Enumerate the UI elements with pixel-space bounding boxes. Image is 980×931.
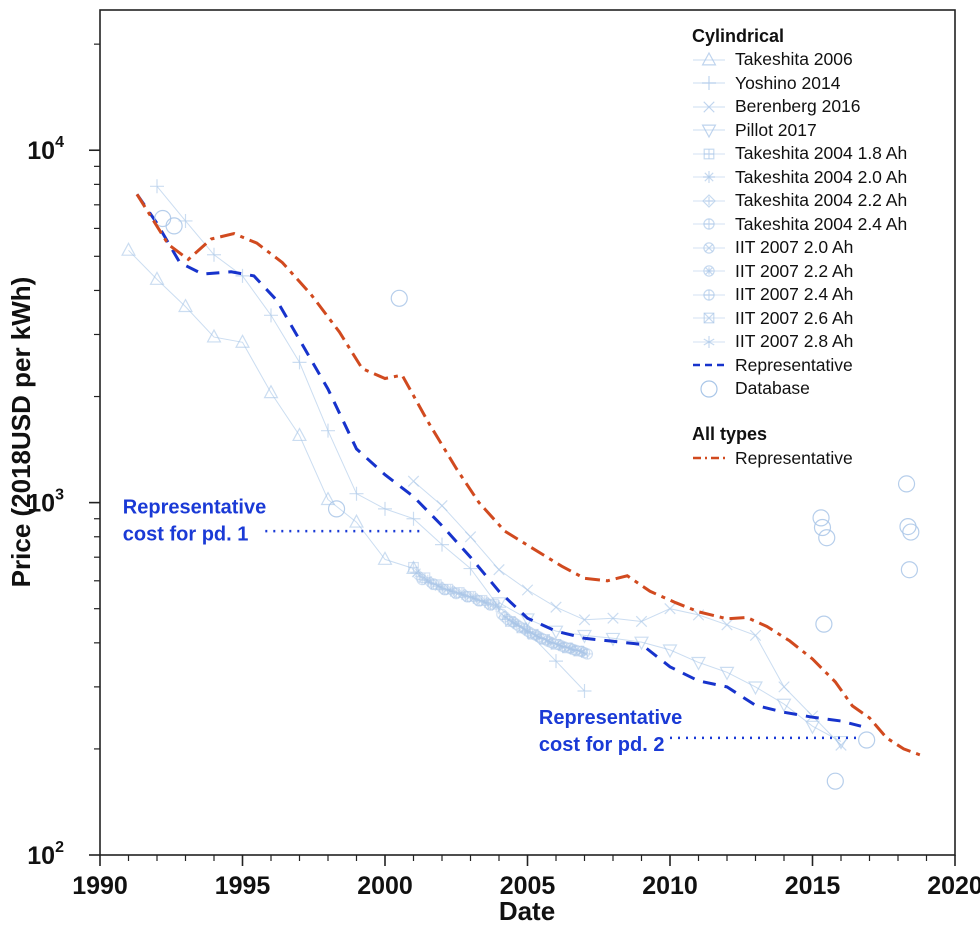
legend-item-pillot-2017: Pillot 2017 xyxy=(692,119,962,143)
legend-item-takeshita-2004-2-0-ah: Takeshita 2004 2.0 Ah xyxy=(692,166,962,190)
legend-item-label: Representative xyxy=(735,354,853,375)
y-tick-label: 103 xyxy=(27,487,64,518)
legend-item-label: IIT 2007 2.2 Ah xyxy=(735,260,854,281)
legend-marker-circle-icon xyxy=(700,380,718,398)
series-takeshita-2006 xyxy=(121,242,421,575)
legend-marker-square-plus-icon xyxy=(693,148,725,160)
plot-area: 1990 1995 2000 2005 2010 2015 2020 102 103 104 Rep… xyxy=(27,9,980,900)
series-representative-all-types xyxy=(135,193,922,757)
x-tick-label: 1990 xyxy=(72,872,128,900)
legend-item-label: Representative xyxy=(735,447,853,468)
legend-item-takeshita-2004-1-8-ah: Takeshita 2004 1.8 Ah xyxy=(692,142,962,166)
legend-marker-circle-x-icon xyxy=(693,242,725,254)
legend-marker-star6-icon xyxy=(693,335,725,348)
y-axis: 102 103 104 xyxy=(27,43,100,870)
annotation-text-2-line-1: Representative xyxy=(539,707,682,729)
y-tick-label: 104 xyxy=(27,134,64,165)
legend-item-iit-2007-2-2-ah: IIT 2007 2.2 Ah xyxy=(692,260,962,284)
legend-item-representative-all-types: Representative xyxy=(692,447,962,471)
series-yoshino-2014 xyxy=(150,179,592,699)
x-tick-label: 2010 xyxy=(642,872,698,900)
series-berenberg-2016 xyxy=(407,475,847,751)
legend-marker-triangle-down-icon xyxy=(693,124,725,139)
legend-item-label: IIT 2007 2.0 Ah xyxy=(735,237,854,258)
x-tick-label: 2000 xyxy=(357,872,413,900)
x-tick-label: 2005 xyxy=(500,872,556,900)
legend-item-takeshita-2004-2-4-ah: Takeshita 2004 2.4 Ah xyxy=(692,213,962,237)
legend-marker-dashed-icon xyxy=(693,363,725,367)
legend-item-label: IIT 2007 2.6 Ah xyxy=(735,307,854,328)
legend-marker-triangle-up-icon xyxy=(693,51,725,66)
legend-marker-circle-plus-icon xyxy=(693,218,725,230)
legend-item-iit-2007-2-6-ah: IIT 2007 2.6 Ah xyxy=(692,307,962,331)
legend-item-database: Database xyxy=(692,377,962,401)
legend-item-label: Pillot 2017 xyxy=(735,119,817,140)
legend-marker-x-icon xyxy=(693,101,725,113)
legend-item-label: IIT 2007 2.8 Ah xyxy=(735,331,854,352)
legend-item-label: IIT 2007 2.4 Ah xyxy=(735,284,854,305)
annotation-text-1-line-2: cost for pd. 1 xyxy=(123,524,249,546)
legend-marker-plus-icon xyxy=(693,76,725,91)
legend-section-cylindrical: Cylindrical xyxy=(692,25,785,46)
x-axis: 1990 1995 2000 2005 2010 2015 2020 xyxy=(72,855,980,900)
legend-marker-dashdot-icon xyxy=(693,456,725,460)
legend-item-yoshino-2014: Yoshino 2014 xyxy=(692,72,962,96)
x-tick-label: 2015 xyxy=(785,872,841,900)
legend-marker-square-x-icon xyxy=(693,312,725,324)
legend-marker-circle-asterisk-icon xyxy=(693,265,725,277)
x-axis-title: Date xyxy=(499,896,555,926)
legend-item-representative: Representative xyxy=(692,354,962,378)
legend: Cylindrical Takeshita 2006 Yoshino 2014 Ber… xyxy=(692,24,962,470)
x-tick-label: 1995 xyxy=(215,872,271,900)
legend-item-iit-2007-2-4-ah: IIT 2007 2.4 Ah xyxy=(692,283,962,307)
series-takeshita-2004-2-4-ah xyxy=(416,573,497,611)
legend-item-takeshita-2004-2-2-ah: Takeshita 2004 2.2 Ah xyxy=(692,189,962,213)
legend-item-iit-2007-2-8-ah: IIT 2007 2.8 Ah xyxy=(692,330,962,354)
legend-item-label: Takeshita 2004 1.8 Ah xyxy=(735,143,908,164)
legend-item-label: Yoshino 2014 xyxy=(735,72,841,93)
series-representative xyxy=(135,193,862,728)
annotation-text-1-line-1: Representative xyxy=(123,497,266,519)
legend-item-label: Takeshita 2006 xyxy=(735,49,853,70)
annotation-text-2-line-2: cost for pd. 2 xyxy=(539,734,665,756)
legend-item-berenberg-2016: Berenberg 2016 xyxy=(692,95,962,119)
x-tick-label: 2020 xyxy=(927,872,980,900)
legend-marker-circle-plus-icon xyxy=(693,289,725,301)
series-database xyxy=(154,209,920,790)
legend-item-label: Takeshita 2004 2.4 Ah xyxy=(735,213,908,234)
series-iit-2007-2-8-ah xyxy=(507,617,588,658)
legend-item-label: Takeshita 2004 2.2 Ah xyxy=(735,190,908,211)
legend-marker-diamond-plus-icon xyxy=(693,193,725,208)
legend-gap xyxy=(692,401,962,423)
y-tick-label: 102 xyxy=(27,839,64,870)
legend-item-label: Database xyxy=(735,378,810,399)
legend-item-iit-2007-2-0-ah: IIT 2007 2.0 Ah xyxy=(692,236,962,260)
legend-item-label: Berenberg 2016 xyxy=(735,96,861,117)
legend-item-takeshita-2006: Takeshita 2006 xyxy=(692,48,962,72)
legend-item-label: Takeshita 2004 2.0 Ah xyxy=(735,166,908,187)
legend-marker-asterisk-icon xyxy=(693,171,725,184)
legend-section-all-types: All types xyxy=(692,424,768,444)
y-axis-title: Price (2018USD per kWh) xyxy=(6,277,36,588)
